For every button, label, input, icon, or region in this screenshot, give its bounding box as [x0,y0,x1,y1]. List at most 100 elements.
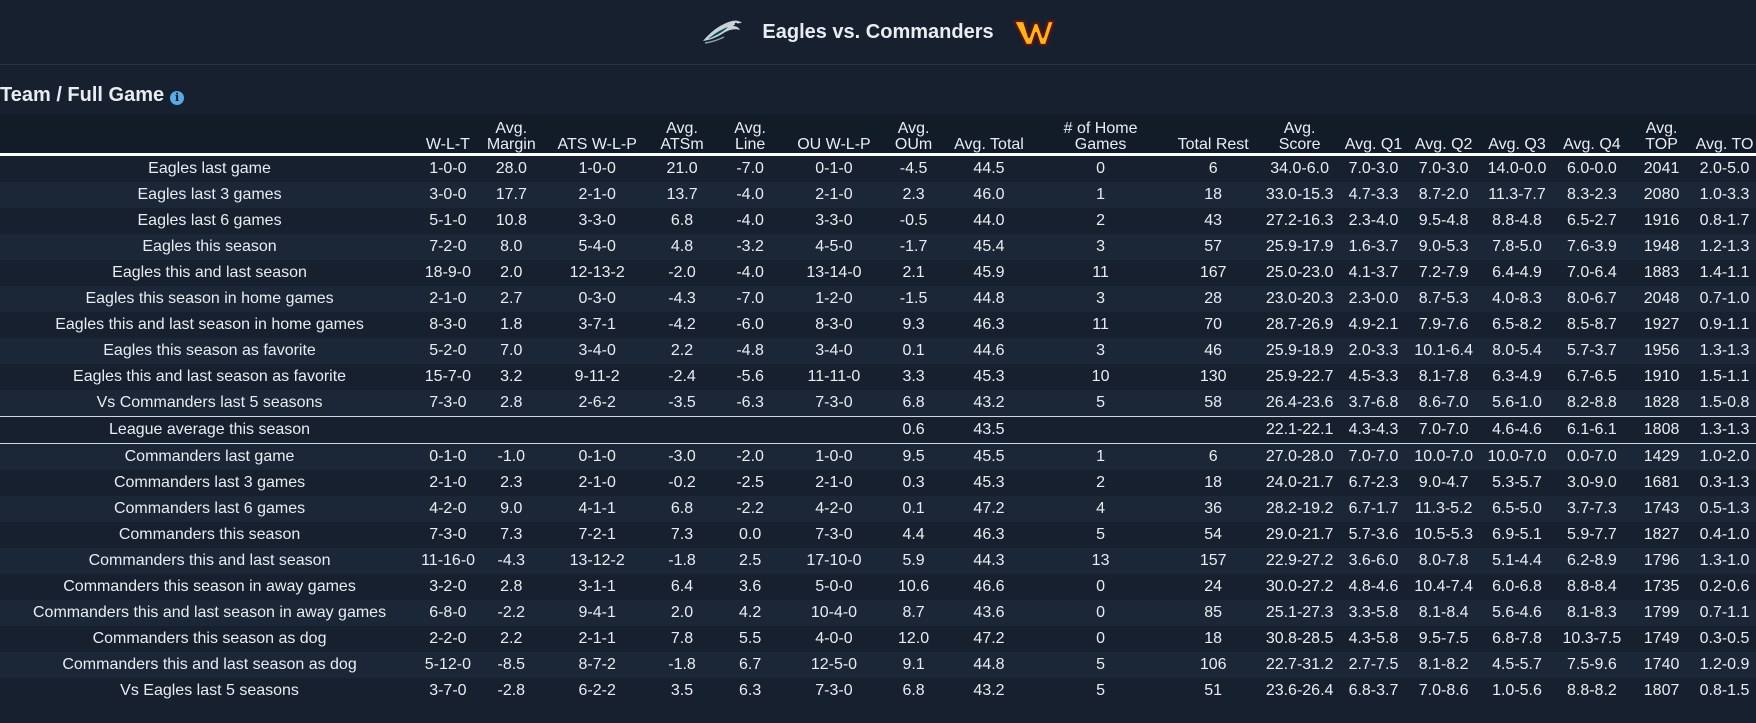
table-cell: 47.2 [943,496,1035,522]
table-cell: 3 [1034,338,1168,364]
table-cell: 10.6 [883,574,944,600]
table-cell: 2080 [1630,182,1693,208]
column-header[interactable]: Avg. Score [1259,115,1340,156]
table-cell: 1956 [1630,338,1693,364]
table-cell: 5.5 [715,626,785,652]
table-cell: 5.9 [883,548,944,574]
table-cell: 30.8-28.5 [1259,626,1340,652]
table-cell: -4.5 [883,154,944,182]
table-cell: 9.5-7.5 [1407,626,1481,652]
table-cell: 6-8-0 [419,600,477,626]
table-cell: -0.5 [883,208,944,234]
column-header[interactable]: Avg. Q1 [1339,115,1407,156]
table-cell: 7-2-1 [545,522,649,548]
row-label: League average this season [0,416,420,444]
table-cell: 0.7-1.1 [1693,600,1756,626]
table-cell: 46 [1167,338,1260,364]
table-cell: 9.5-4.8 [1407,208,1481,234]
table-cell: 2.0-5.0 [1693,154,1756,182]
table-cell: 22.7-31.2 [1259,652,1340,678]
row-label: Commanders last game [0,443,420,470]
table-cell: 4-2-0 [784,496,884,522]
table-cell: 1807 [1630,678,1693,704]
table-cell: -4.0 [715,208,785,234]
matchup-header: Eagles vs. Commanders [0,0,1756,65]
table-body: Eagles last game 1-0-0 28.0 1-0-0 21.0 -7.0 0-… [0,154,1756,704]
table-cell: 3-0-0 [419,182,477,208]
table-cell: 10-4-0 [784,600,884,626]
table-cell: 46.3 [943,522,1035,548]
table-cell: -4.8 [715,338,785,364]
table-cell: 21.0 [648,154,716,182]
stats-table-wrapper: W-L-T Avg. Margin ATS W-L-P Avg. ATSm Avg. L… [0,115,1756,704]
table-cell: 10.1-6.4 [1407,338,1481,364]
table-cell: -7.0 [715,286,785,312]
column-header[interactable]: Avg. TOP [1630,115,1693,156]
column-header[interactable]: Avg. Q2 [1407,115,1481,156]
table-cell: 0.1 [883,496,944,522]
table-cell: 8.1-7.8 [1407,364,1481,390]
column-header[interactable]: Avg. Q4 [1553,115,1631,156]
column-header[interactable]: Total Rest [1167,115,1260,156]
table-cell: 11-11-0 [784,364,884,390]
table-cell: 6.5-2.7 [1553,208,1631,234]
table-cell: 15-7-0 [419,364,477,390]
column-header[interactable]: Avg. OUm [883,115,944,156]
column-header[interactable]: Avg. Margin [476,115,546,156]
table-cell [476,416,546,444]
table-cell: 5.1-4.4 [1480,548,1554,574]
table-cell: 2-1-0 [545,470,649,496]
row-label: Commanders this season as dog [0,626,420,652]
column-header[interactable]: Avg. TO [1693,115,1756,156]
table-row: Eagles last 6 games 5-1-0 10.8 3-3-0 6.8 -4.0… [0,208,1756,234]
row-label: Commanders this season in away games [0,574,420,600]
table-cell: 17-10-0 [784,548,884,574]
table-cell: 3-1-1 [545,574,649,600]
table-cell: 0.6 [883,416,944,444]
table-cell: 6.1-6.1 [1553,416,1631,444]
table-cell: 6.0-0.0 [1553,154,1631,182]
table-cell: 6.8 [883,390,944,417]
table-cell: 12-5-0 [784,652,884,678]
table-cell: 25.9-17.9 [1259,234,1340,260]
table-cell: 58 [1167,390,1260,417]
table-row: League average this season 0.6 43.5 22.1-22… [0,416,1756,444]
table-cell: 2.1 [883,260,944,286]
table-cell: 0 [1034,574,1168,600]
column-header[interactable]: Avg. ATSm [648,115,716,156]
table-row: Commanders this season 7-3-0 7.3 7-2-1 7.3 0.… [0,522,1756,548]
table-cell: 2-2-0 [419,626,477,652]
column-header[interactable]: ATS W-L-P [545,115,649,156]
table-cell: 106 [1167,652,1260,678]
table-cell: 8.8-4.8 [1480,208,1554,234]
table-cell: 45.3 [943,364,1035,390]
column-header[interactable]: W-L-T [419,115,477,156]
row-label: Eagles this and last season in home game… [0,312,420,338]
column-header[interactable]: Avg. Q3 [1480,115,1554,156]
table-cell: 0 [1034,600,1168,626]
table-cell [419,416,477,444]
table-cell: 2.3-4.0 [1339,208,1407,234]
table-cell: 26.4-23.6 [1259,390,1340,417]
column-header[interactable]: Avg. Line [715,115,785,156]
table-cell: 12-13-2 [545,260,649,286]
column-header[interactable]: OU W-L-P [784,115,884,156]
row-label: Eagles last 3 games [0,182,420,208]
table-cell: 27.2-16.3 [1259,208,1340,234]
table-cell: 7.0-7.0 [1339,443,1407,470]
table-cell: 3.2 [476,364,546,390]
table-cell: 6.7-6.5 [1553,364,1631,390]
table-cell: 8-7-2 [545,652,649,678]
row-label: Commanders last 6 games [0,496,420,522]
info-icon[interactable]: i [170,90,185,105]
column-header[interactable]: # of Home Games [1034,115,1168,156]
table-cell: 0.4-1.0 [1693,522,1756,548]
table-cell: -4.0 [715,182,785,208]
table-row: Eagles this and last season as favorite 1… [0,364,1756,390]
column-header-label[interactable] [0,115,420,156]
table-cell: -1.8 [648,548,716,574]
table-cell: 6.4-4.9 [1480,260,1554,286]
table-cell: 54 [1167,522,1260,548]
table-cell: 8.0 [476,234,546,260]
column-header[interactable]: Avg. Total [943,115,1035,156]
